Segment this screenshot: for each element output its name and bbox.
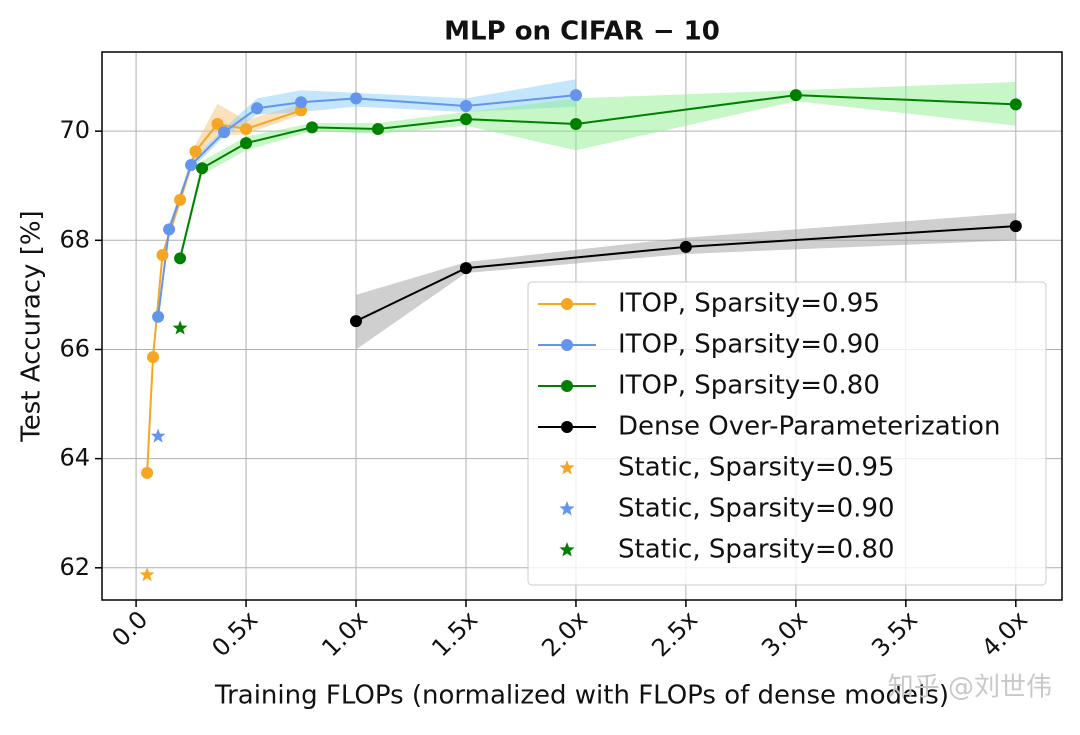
confidence-band xyxy=(356,213,1016,350)
legend-marker xyxy=(561,421,573,433)
point xyxy=(569,89,582,102)
x-tick-label: 1.0x xyxy=(316,605,373,662)
point xyxy=(240,122,253,135)
point xyxy=(1009,220,1022,233)
legend-marker xyxy=(561,339,573,351)
point xyxy=(141,466,154,479)
legend-label: Static, Sparsity=0.90 xyxy=(618,494,895,524)
point xyxy=(147,351,160,364)
y-tick-label: 68 xyxy=(59,225,90,253)
watermark: 知乎 @刘世伟 xyxy=(888,673,1052,703)
y-tick-label: 64 xyxy=(59,444,90,472)
line xyxy=(146,109,302,473)
point xyxy=(295,96,308,109)
point xyxy=(189,145,202,158)
legend-label: ITOP, Sparsity=0.95 xyxy=(618,289,880,319)
point xyxy=(459,262,472,275)
legend-label: ITOP, Sparsity=0.90 xyxy=(618,330,880,360)
point xyxy=(185,158,198,171)
x-tick-label: 3.5x xyxy=(866,605,923,662)
legend-marker xyxy=(561,380,573,392)
line xyxy=(355,225,1016,322)
point xyxy=(789,89,802,102)
y-tick-label: 66 xyxy=(59,334,90,362)
point xyxy=(569,118,582,131)
star-marker xyxy=(172,320,188,335)
legend-label: Static, Sparsity=0.80 xyxy=(618,535,895,565)
y-tick-label: 70 xyxy=(59,116,90,144)
point xyxy=(251,102,264,115)
point xyxy=(1009,98,1022,111)
y-tick-label: 62 xyxy=(59,553,90,581)
point xyxy=(240,137,253,150)
point xyxy=(218,126,231,139)
x-axis-label: Training FLOPs (normalized with FLOPs of… xyxy=(214,681,949,711)
point xyxy=(459,100,472,113)
x-tick-label: 2.0x xyxy=(536,605,593,662)
point xyxy=(350,315,363,328)
x-tick-label: 0.0 xyxy=(106,605,153,652)
point xyxy=(174,252,187,265)
legend-label: Static, Sparsity=0.95 xyxy=(618,453,895,483)
legend-marker xyxy=(559,501,575,516)
y-axis-label: Test Accuracy [%] xyxy=(17,210,47,442)
point xyxy=(459,113,472,126)
legend-box xyxy=(527,281,1047,586)
point xyxy=(372,122,385,135)
point xyxy=(306,121,319,134)
x-tick-label: 3.0x xyxy=(756,605,813,662)
legend-label: Dense Over-Parameterization xyxy=(618,412,1000,442)
x-tick-label: 0.5x xyxy=(206,605,263,662)
legend-marker xyxy=(561,298,573,310)
legend-label: ITOP, Sparsity=0.80 xyxy=(618,371,880,401)
point xyxy=(163,223,176,236)
point xyxy=(196,162,209,175)
legend-marker xyxy=(559,460,575,475)
chart-title: MLP on CIFAR − 10 xyxy=(444,17,720,47)
star-marker xyxy=(139,567,155,582)
legend-marker xyxy=(559,542,575,557)
legend: ITOP, Sparsity=0.95 ITOP, Sparsity=0.90 IT… xyxy=(527,281,1047,586)
point xyxy=(679,240,692,253)
point xyxy=(156,249,169,262)
point xyxy=(152,310,165,323)
x-tick-label: 4.0x xyxy=(976,605,1033,662)
star-marker xyxy=(150,428,166,443)
plot-frame xyxy=(101,51,1063,601)
point xyxy=(174,193,187,206)
confidence-band xyxy=(158,79,576,320)
x-tick-label: 2.5x xyxy=(646,605,703,662)
point xyxy=(350,92,363,105)
x-tick-label: 1.5x xyxy=(426,605,483,662)
point xyxy=(211,118,224,131)
